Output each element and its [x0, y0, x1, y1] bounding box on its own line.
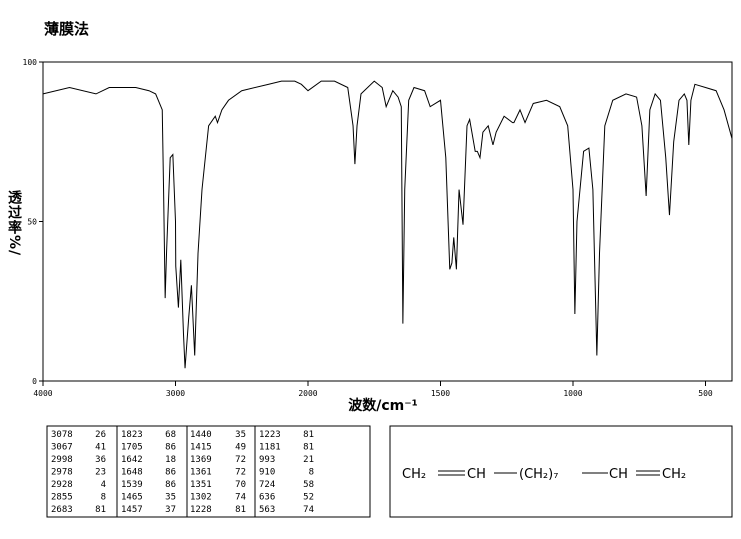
x-tick-label: 1000 [563, 389, 582, 398]
table-cell: 3067 [51, 443, 73, 453]
table-cell: 81 [95, 505, 106, 515]
table-cell: 1648 [121, 468, 143, 478]
table-cell: 1465 [121, 493, 143, 503]
table-cell: 2998 [51, 455, 73, 465]
table-cell: 21 [303, 455, 314, 465]
x-axis-label: 波数/cm⁻¹ [348, 397, 418, 414]
table-cell: 1440 [190, 430, 212, 440]
y-tick-label: 0 [32, 377, 37, 386]
structure-group: CH [609, 467, 628, 482]
table-cell: 1302 [190, 493, 212, 503]
table-cell: 74 [303, 505, 314, 515]
table-cell: 1642 [121, 455, 143, 465]
table-cell: 74 [235, 493, 246, 503]
table-cell: 58 [303, 480, 314, 490]
table-cell: 1823 [121, 430, 143, 440]
table-cell: 72 [235, 455, 246, 465]
y-tick-label: 100 [23, 58, 38, 67]
table-cell: 81 [303, 430, 314, 440]
plot-frame [42, 61, 733, 382]
table-cell: 2978 [51, 468, 73, 478]
x-tick-label: 4000 [33, 389, 52, 398]
structure-frame [389, 425, 733, 518]
table-cell: 2683 [51, 505, 73, 515]
y-tick-label: 50 [27, 218, 37, 227]
structure-group: (CH₂)₇ [519, 467, 558, 482]
table-cell: 35 [235, 430, 246, 440]
table-cell: 72 [235, 468, 246, 478]
table-cell: 86 [165, 468, 176, 478]
table-cell: 1181 [259, 443, 281, 453]
table-cell: 3078 [51, 430, 73, 440]
table-cell: 1361 [190, 468, 212, 478]
table-cell: 1228 [190, 505, 212, 515]
table-cell: 18 [165, 455, 176, 465]
table-cell: 1457 [121, 505, 143, 515]
peak-table-frame [46, 425, 371, 518]
table-cell: 68 [165, 430, 176, 440]
table-cell: 1223 [259, 430, 281, 440]
table-cell: 52 [303, 493, 314, 503]
table-cell: 81 [303, 443, 314, 453]
table-cell: 993 [259, 455, 275, 465]
table-cell: 86 [165, 480, 176, 490]
table-cell: 2928 [51, 480, 73, 490]
x-tick-label: 2000 [298, 389, 317, 398]
table-cell: 1369 [190, 455, 212, 465]
table-cell: 1351 [190, 480, 212, 490]
table-cell: 41 [95, 443, 106, 453]
table-cell: 49 [235, 443, 246, 453]
table-cell: 36 [95, 455, 106, 465]
y-axis-label: 透过率%/ [6, 190, 22, 257]
structure-group: CH [467, 467, 486, 482]
table-cell: 724 [259, 480, 275, 490]
table-cell: 70 [235, 480, 246, 490]
x-tick-label: 500 [698, 389, 713, 398]
structure-group: CH₂ [402, 467, 426, 482]
table-cell: 8 [309, 468, 314, 478]
x-tick-label: 3000 [166, 389, 185, 398]
table-cell: 636 [259, 493, 275, 503]
table-cell: 8 [101, 493, 106, 503]
table-cell: 1539 [121, 480, 143, 490]
table-cell: 37 [165, 505, 176, 515]
table-cell: 86 [165, 443, 176, 453]
table-cell: 35 [165, 493, 176, 503]
table-cell: 910 [259, 468, 275, 478]
chart-title: 薄膜法 [44, 20, 89, 38]
structure-group: CH₂ [662, 467, 686, 482]
table-cell: 26 [95, 430, 106, 440]
table-cell: 23 [95, 468, 106, 478]
spectrum-line [42, 80, 733, 369]
table-cell: 1705 [121, 443, 143, 453]
table-cell: 81 [235, 505, 246, 515]
table-cell: 1415 [190, 443, 212, 453]
table-cell: 563 [259, 505, 275, 515]
table-cell: 4 [101, 480, 106, 490]
x-tick-label: 1500 [431, 389, 450, 398]
bonds [438, 470, 660, 476]
table-cell: 2855 [51, 493, 73, 503]
